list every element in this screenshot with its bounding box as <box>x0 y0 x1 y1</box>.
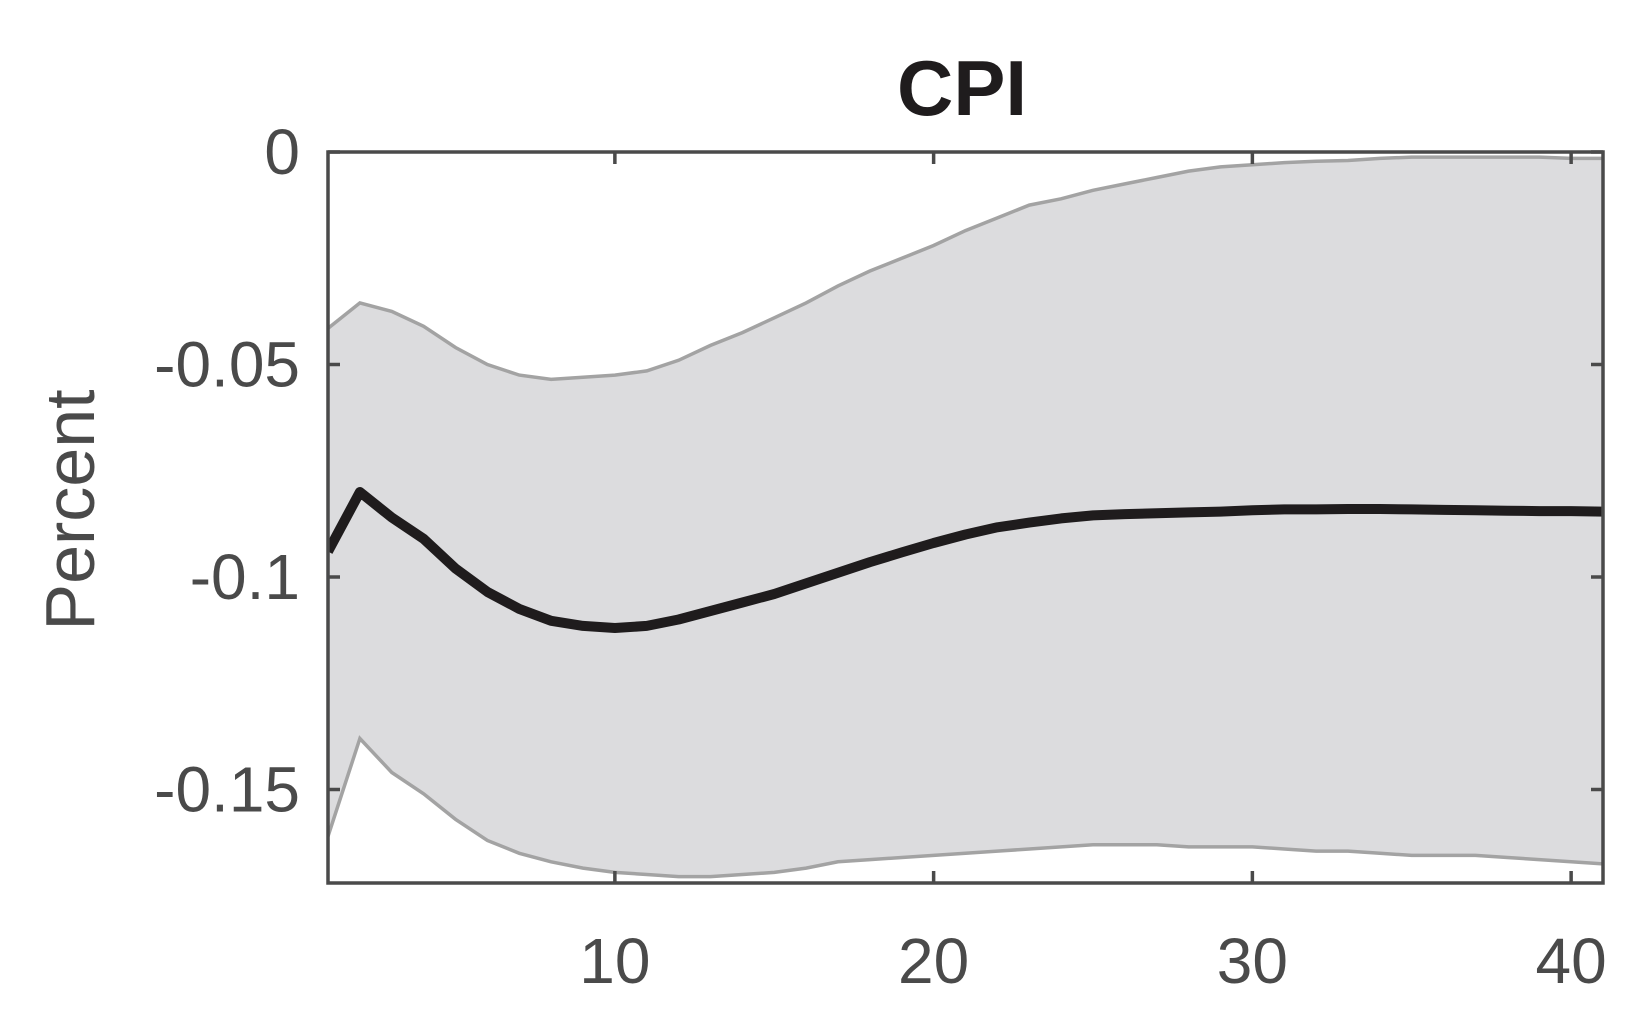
confidence-band <box>328 157 1603 877</box>
y-axis-label: Percent <box>31 389 109 630</box>
series-group <box>328 155 1603 879</box>
y-tick-label: 0 <box>264 116 300 188</box>
median-line <box>328 487 1603 633</box>
y-tick-label: -0.05 <box>154 329 300 401</box>
x-tick-label: 10 <box>579 925 650 997</box>
upper-bound-line <box>328 155 1603 382</box>
chart-title: CPI <box>897 44 1027 132</box>
y-tick-label: -0.1 <box>190 541 300 613</box>
axes-box <box>326 150 1605 885</box>
plot-area: 10 20 30 40 0 -0.05 -0.1 -0.15 <box>154 116 1607 997</box>
x-tick-label: 30 <box>1217 925 1288 997</box>
x-tick-label: 20 <box>898 925 969 997</box>
lower-bound-line <box>328 735 1603 879</box>
y-tick-label: -0.15 <box>154 754 300 826</box>
x-tick-label: 40 <box>1536 925 1607 997</box>
